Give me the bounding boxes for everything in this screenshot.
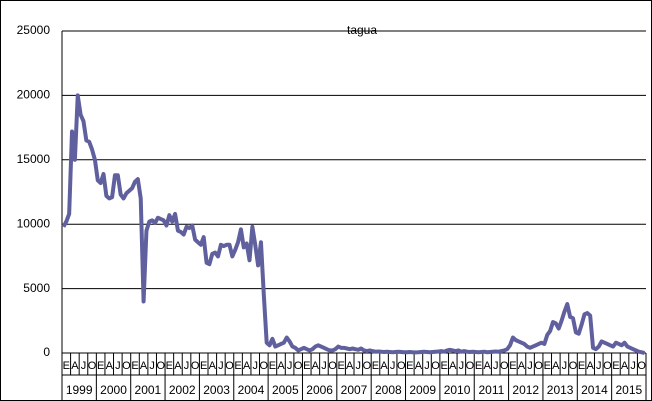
x-tick-label: J [459, 360, 465, 372]
x-tick-label: E [578, 360, 585, 372]
x-tick-label: O [328, 360, 337, 372]
x-tick-label: O [466, 360, 475, 372]
x-tick-label: E [131, 360, 138, 372]
x-tick-label: A [415, 360, 423, 372]
chart-title: tagua [347, 23, 377, 37]
x-tick-label: J [184, 360, 190, 372]
x-tick-label: E [97, 360, 104, 372]
x-tick-label: O [363, 360, 372, 372]
year-label: 2009 [409, 383, 436, 397]
x-tick-label: J [115, 360, 121, 372]
x-tick-label: E [269, 360, 276, 372]
year-label: 2005 [272, 383, 299, 397]
x-tick-label: A [243, 360, 251, 372]
x-tick-label: A [140, 360, 148, 372]
x-tick-label: E [544, 360, 551, 372]
x-tick-label: A [449, 360, 457, 372]
x-tick-label: E [200, 360, 207, 372]
x-tick-label: A [209, 360, 217, 372]
x-tick-label: J [527, 360, 533, 372]
year-label: 2002 [169, 383, 196, 397]
x-tick-label: E [406, 360, 413, 372]
x-tick-label: O [191, 360, 200, 372]
x-tick-label: J [493, 360, 499, 372]
x-tick-label: A [277, 360, 285, 372]
x-tick-label: J [596, 360, 602, 372]
year-label: 2006 [306, 383, 333, 397]
year-label: 2008 [375, 383, 402, 397]
x-tick-label: J [321, 360, 327, 372]
x-tick-label: A [106, 360, 114, 372]
x-tick-label: J [252, 360, 258, 372]
x-tick-label: J [218, 360, 224, 372]
year-label: 2012 [512, 383, 539, 397]
x-tick-label: O [431, 360, 440, 372]
x-tick-label: E [441, 360, 448, 372]
x-tick-label: O [225, 360, 234, 372]
data-line [61, 93, 646, 355]
x-tick-label: O [569, 360, 578, 372]
x-tick-label: J [149, 360, 155, 372]
year-label: 2007 [341, 383, 368, 397]
x-tick-label: A [552, 360, 560, 372]
x-tick-label: J [562, 360, 568, 372]
x-tick-label: O [603, 360, 612, 372]
year-label: 2014 [581, 383, 608, 397]
x-tick-label: A [346, 360, 354, 372]
year-label: 2001 [135, 383, 162, 397]
x-tick-label: O [637, 360, 646, 372]
x-tick-label: A [71, 360, 79, 372]
x-tick-label: O [260, 360, 269, 372]
year-label: 2000 [100, 383, 127, 397]
x-tick-label: O [534, 360, 543, 372]
x-tick-label: O [500, 360, 509, 372]
x-tick-label: J [390, 360, 396, 372]
x-tick-label: E [509, 360, 516, 372]
y-tick-label: 10000 [17, 216, 51, 230]
year-label: 2011 [479, 383, 505, 397]
x-tick-label: O [156, 360, 165, 372]
x-tick-label: A [483, 360, 491, 372]
y-tick-label: 20000 [17, 88, 51, 102]
x-tick-label: J [424, 360, 430, 372]
x-tick-label: A [518, 360, 526, 372]
x-tick-label: E [63, 360, 70, 372]
year-label: 2013 [547, 383, 574, 397]
x-tick-label: O [397, 360, 406, 372]
y-tick-label: 0 [43, 345, 50, 359]
x-tick-label: A [380, 360, 388, 372]
x-tick-label: E [166, 360, 173, 372]
x-tick-label: J [81, 360, 87, 372]
x-tick-label: O [88, 360, 97, 372]
y-tick-label: 25000 [17, 23, 51, 37]
x-tick-label: J [630, 360, 636, 372]
y-tick-label: 15000 [17, 152, 51, 166]
x-tick-label: E [372, 360, 379, 372]
x-tick-label: A [312, 360, 320, 372]
x-tick-label: E [234, 360, 241, 372]
year-label: 2003 [203, 383, 230, 397]
x-tick-label: E [475, 360, 482, 372]
x-tick-label: O [294, 360, 303, 372]
year-label: 2010 [444, 383, 471, 397]
x-tick-label: O [122, 360, 131, 372]
year-label: 1999 [66, 383, 93, 397]
x-tick-label: J [356, 360, 362, 372]
x-tick-label: A [174, 360, 182, 372]
x-tick-label: J [287, 360, 293, 372]
x-tick-label: A [621, 360, 629, 372]
year-label: 2015 [615, 383, 642, 397]
x-tick-label: A [587, 360, 595, 372]
x-tick-label: E [612, 360, 619, 372]
x-tick-label: E [337, 360, 344, 372]
year-label: 2004 [238, 383, 265, 397]
x-tick-label: E [303, 360, 310, 372]
y-tick-label: 5000 [23, 281, 50, 295]
